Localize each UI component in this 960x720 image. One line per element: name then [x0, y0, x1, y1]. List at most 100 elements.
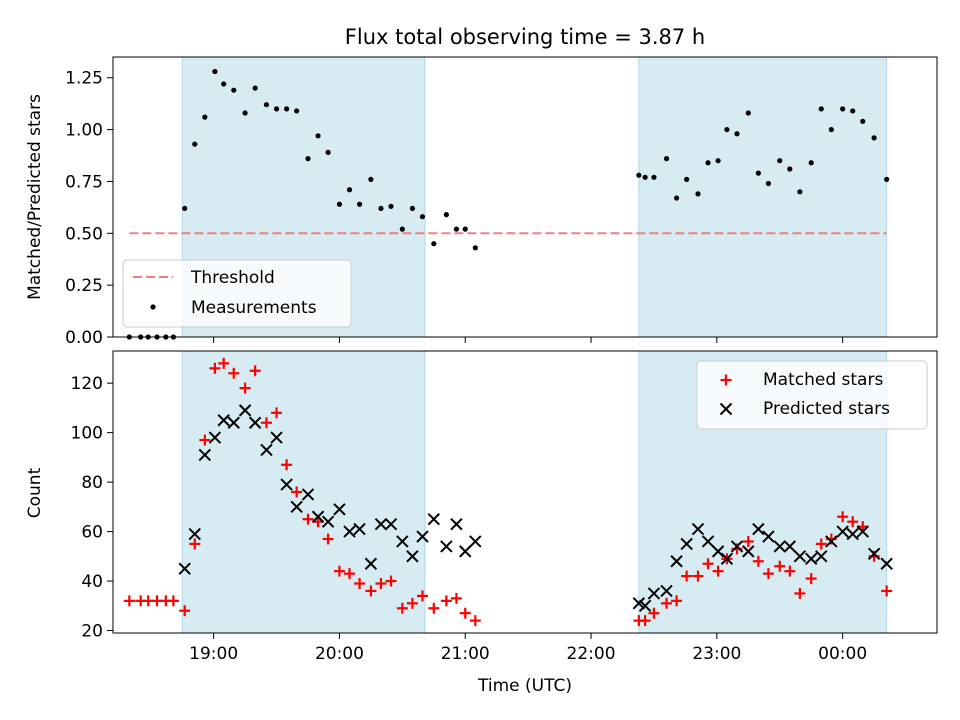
- measurement-point: [850, 108, 856, 114]
- predicted-star-point: [198, 448, 212, 462]
- matched-star-point: [752, 555, 764, 567]
- measurement-point: [818, 106, 824, 112]
- matched-star-point: [281, 459, 293, 471]
- matched-star-point: [260, 417, 272, 429]
- bottom-ytick-label: 100: [71, 424, 103, 444]
- predicted-star-point: [450, 517, 463, 531]
- predicted-star-point: [333, 503, 346, 516]
- top-plot-frame: [112, 56, 938, 338]
- predicted-star-point: [416, 530, 429, 543]
- bottom-y-axis-label: Count: [25, 467, 45, 518]
- matched-star-point: [209, 362, 221, 374]
- predicted-star-point: [670, 555, 683, 568]
- matched-star-point: [459, 607, 471, 619]
- measurement-point: [724, 126, 730, 133]
- matched-star-point: [639, 615, 651, 627]
- matched-star-point: [742, 535, 754, 547]
- matched-star-point: [805, 573, 817, 585]
- predicted-star-point: [238, 404, 252, 417]
- measurement-point: [305, 156, 311, 162]
- matched-star-point: [469, 615, 481, 627]
- matched-star-point: [774, 560, 786, 572]
- measurement-point: [871, 135, 877, 141]
- matched-star-point: [333, 565, 345, 577]
- measurement-point: [336, 201, 343, 207]
- matched-star-point: [396, 602, 408, 614]
- top-legend-box: [122, 259, 352, 328]
- matched-star-point: [167, 595, 179, 607]
- predicted-star-point: [364, 557, 378, 570]
- measurement-point: [182, 205, 188, 212]
- matched-star-point: [385, 575, 397, 587]
- measurement-point: [884, 176, 890, 182]
- top-ytick-label: 0.75: [65, 172, 103, 192]
- predicted-star-point: [825, 535, 838, 548]
- matched-star-point: [199, 434, 211, 446]
- top-ytick-label: 1.25: [65, 69, 103, 89]
- predicted-star-point: [427, 513, 441, 526]
- predicted-star-point: [720, 552, 734, 565]
- xtick-label: 00:00: [818, 644, 867, 664]
- bottom-plot-frame: [112, 350, 938, 634]
- measurement-point: [472, 245, 478, 251]
- predicted-star-point: [836, 525, 849, 538]
- matched-star-point: [648, 607, 660, 619]
- measurement-point: [673, 195, 680, 201]
- predicted-star-point: [248, 416, 262, 429]
- matched-star-point: [762, 568, 774, 580]
- bottom-ytick-label: 80: [81, 473, 103, 493]
- measurement-point: [715, 158, 721, 164]
- legend-predicted-swatch: [719, 402, 733, 416]
- xtick-label: 20:00: [315, 644, 364, 664]
- matched-star-point: [375, 578, 387, 590]
- predicted-star-point: [880, 557, 893, 570]
- predicted-star-point: [227, 416, 240, 429]
- measurement-point: [242, 110, 248, 116]
- predicted-star-point: [301, 488, 315, 501]
- predicted-star-point: [793, 550, 807, 563]
- predicted-star-point: [459, 545, 472, 558]
- measurement-point: [284, 106, 290, 112]
- predicted-star-point: [632, 597, 646, 610]
- predicted-star-point: [804, 552, 818, 565]
- predicted-star-point: [311, 510, 325, 523]
- measurement-point: [860, 118, 866, 124]
- matched-star-point: [344, 568, 356, 580]
- matched-star-point: [681, 570, 693, 582]
- legend-matched-swatch: [720, 374, 732, 386]
- measurement-point: [777, 158, 783, 164]
- matched-star-point: [218, 357, 230, 369]
- top-ytick-label: 0.00: [65, 328, 103, 348]
- measurement-point: [651, 174, 657, 180]
- predicted-star-point: [815, 550, 828, 563]
- measurement-point: [734, 131, 740, 137]
- measurement-point: [695, 191, 701, 197]
- matched-star-point: [712, 565, 724, 577]
- matched-star-point: [671, 595, 683, 607]
- measurement-point: [462, 226, 468, 232]
- measurement-point: [325, 149, 331, 156]
- matched-star-point: [228, 367, 240, 379]
- measurement-point: [231, 87, 237, 93]
- predicted-star-point: [384, 517, 398, 531]
- predicted-star-point: [353, 522, 366, 536]
- top-axes: 0.00 0.25 0.50 0.75 1.00 1.25 Matched/Predict…: [25, 56, 938, 348]
- measurement-point: [453, 226, 460, 232]
- predicted-star-point: [867, 547, 881, 561]
- top-y-axis-label: Matched/Predicted stars: [25, 94, 45, 300]
- matched-star-point: [239, 382, 251, 394]
- matched-star-point: [837, 511, 849, 523]
- matched-star-point: [847, 516, 859, 528]
- measurement-point: [642, 174, 648, 180]
- predicted-star-point: [208, 431, 222, 444]
- measurement-point: [684, 176, 690, 182]
- matched-star-point: [179, 605, 191, 617]
- xtick-label: 19:00: [189, 644, 238, 664]
- predicted-star-point: [691, 522, 705, 536]
- matched-star-point: [881, 585, 893, 597]
- bottom-ytick-label: 40: [81, 572, 103, 592]
- legend-measurements-label: Measurements: [191, 298, 317, 318]
- xtick-label: 21:00: [441, 644, 490, 664]
- matched-star-point: [291, 486, 303, 498]
- predicted-star-point: [321, 515, 335, 528]
